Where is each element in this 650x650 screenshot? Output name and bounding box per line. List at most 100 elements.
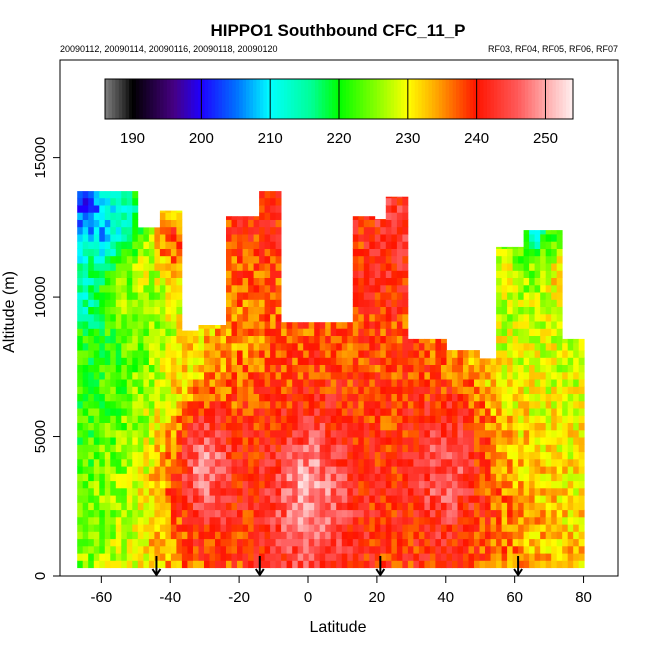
heatmap-cell [115, 553, 122, 561]
heatmap-cell [446, 451, 453, 460]
heatmap-cell [259, 437, 265, 445]
heatmap-cell [270, 277, 276, 286]
heatmap-cell [176, 371, 183, 380]
heatmap-cell [297, 437, 304, 445]
heatmap-cell [215, 444, 221, 453]
heatmap-cell [132, 400, 139, 409]
heatmap-cell [358, 422, 365, 431]
colorbar-swatch [194, 79, 199, 119]
heatmap-cell [325, 357, 332, 365]
heatmap-cell [319, 524, 326, 532]
heatmap-cell [369, 357, 376, 365]
heatmap-cell [363, 538, 370, 547]
heatmap-cell [231, 422, 238, 431]
heatmap-cell [358, 255, 365, 264]
heatmap-cell [501, 545, 508, 554]
heatmap-cell [413, 342, 420, 351]
heatmap-cell [187, 371, 194, 380]
heatmap-cell [391, 495, 398, 503]
heatmap-cell [523, 386, 530, 394]
heatmap-cell [363, 480, 370, 489]
heatmap-cell [237, 429, 243, 438]
heatmap-cell [446, 429, 453, 438]
heatmap-cell [314, 553, 321, 561]
heatmap-cell [330, 495, 337, 503]
heatmap-cell [562, 480, 569, 489]
heatmap-cell [77, 299, 84, 307]
colorbar-swatch [555, 79, 560, 119]
heatmap-cell [347, 386, 354, 394]
heatmap-cell [551, 451, 558, 460]
heatmap-cell [303, 322, 310, 329]
heatmap-cell [352, 299, 359, 307]
heatmap-cell [248, 495, 254, 503]
colorbar-swatch [129, 79, 133, 119]
heatmap-cell [369, 263, 376, 271]
heatmap-cell [578, 415, 585, 423]
heatmap-cell [82, 371, 89, 380]
chart-subtitle-dates: 20090112, 20090114, 20090116, 20090118, … [60, 44, 278, 54]
heatmap-cell [259, 545, 265, 554]
heatmap-cell [352, 487, 359, 496]
heatmap-cell [468, 487, 475, 496]
heatmap-cell [137, 335, 144, 344]
heatmap-cell [441, 531, 447, 540]
heatmap-cell [292, 531, 299, 540]
heatmap-cell [402, 451, 409, 460]
heatmap-cell [385, 400, 392, 409]
heatmap-cell [468, 545, 475, 554]
heatmap-cell [380, 277, 387, 286]
heatmap-cell [220, 342, 227, 351]
heatmap-cell [424, 422, 431, 431]
heatmap-cell [534, 422, 541, 431]
heatmap-cell [485, 429, 491, 438]
colorbar-swatch [376, 79, 381, 119]
heatmap-cell [115, 263, 122, 271]
heatmap-cell [143, 531, 150, 540]
heatmap-cell [215, 408, 221, 416]
heatmap-cell [319, 422, 326, 431]
heatmap-cell [391, 292, 398, 300]
heatmap-cell [237, 364, 243, 373]
heatmap-cell [281, 408, 287, 416]
heatmap-cell [457, 371, 464, 380]
heatmap-cell [248, 357, 254, 365]
heatmap-cell [77, 408, 84, 416]
heatmap-cell [231, 408, 238, 416]
heatmap-cell [391, 335, 398, 344]
heatmap-cell [330, 560, 337, 569]
heatmap-cell [165, 422, 172, 431]
heatmap-cell [176, 524, 183, 532]
heatmap-cell [93, 299, 100, 307]
heatmap-cell [154, 255, 161, 264]
heatmap-cell [435, 495, 442, 503]
heatmap-cell [578, 487, 585, 496]
heatmap-cell [523, 241, 530, 249]
heatmap-cell [325, 466, 332, 474]
heatmap-cell [501, 531, 508, 540]
heatmap-cell [137, 560, 144, 569]
heatmap-cell [77, 444, 84, 453]
heatmap-cell [380, 531, 387, 540]
heatmap-cell [534, 444, 541, 453]
heatmap-cell [181, 502, 188, 511]
heatmap-cell [396, 270, 403, 278]
heatmap-cell [463, 408, 469, 416]
heatmap-cell [363, 516, 370, 525]
heatmap-cell [363, 270, 370, 278]
heatmap-cell [170, 531, 177, 540]
heatmap-cell [77, 241, 84, 249]
heatmap-cell [314, 400, 321, 409]
heatmap-cell [446, 545, 453, 554]
colorbar-swatch [507, 79, 512, 119]
heatmap-cell [424, 429, 431, 438]
heatmap-cell [242, 255, 249, 264]
heatmap-cell [104, 357, 111, 365]
heatmap-cell [374, 451, 381, 460]
heatmap-cell [330, 531, 337, 540]
heatmap-cell [435, 473, 442, 482]
heatmap-cell [281, 480, 287, 489]
heatmap-cell [159, 437, 166, 445]
heatmap-cell [330, 437, 337, 445]
heatmap-cell [512, 306, 519, 315]
